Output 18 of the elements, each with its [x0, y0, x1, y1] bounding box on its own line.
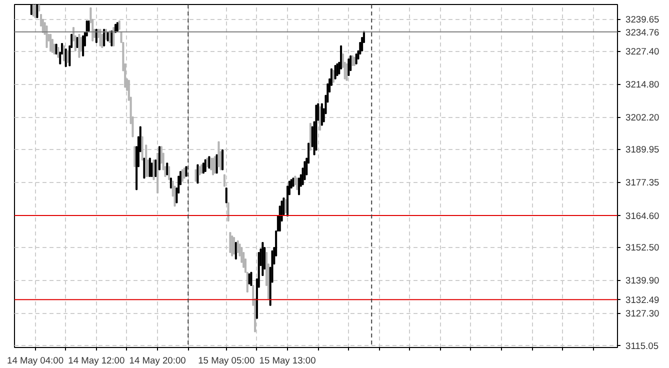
x-tick-label: 14 May 04:00: [7, 356, 64, 366]
x-tick-label: 14 May 12:00: [68, 356, 125, 366]
y-tick-label: 3115.05: [626, 340, 659, 351]
y-tick-label: 3202.20: [626, 112, 660, 123]
y-tick-label: 3239.65: [626, 14, 660, 25]
y-tick-label: 3189.95: [626, 144, 660, 155]
x-tick-label: 14 May 20:00: [129, 356, 186, 366]
y-tick-label: 3214.80: [626, 80, 660, 90]
x-tick-label: 15 May 13:00: [259, 356, 316, 366]
y-tick-label: 3127.30: [626, 308, 660, 319]
ref-line-label: 3132.49: [626, 295, 660, 306]
y-tick-label: 3177.35: [626, 178, 660, 188]
y-tick-label: 3227.40: [626, 46, 660, 57]
ref-line-label: 3234.76: [626, 27, 660, 38]
y-tick-label: 3139.90: [626, 276, 660, 286]
ref-line-label: 3164.60: [626, 211, 660, 222]
x-tick-label: 15 May 05:00: [198, 356, 255, 366]
y-tick-label: 3152.50: [626, 242, 660, 253]
